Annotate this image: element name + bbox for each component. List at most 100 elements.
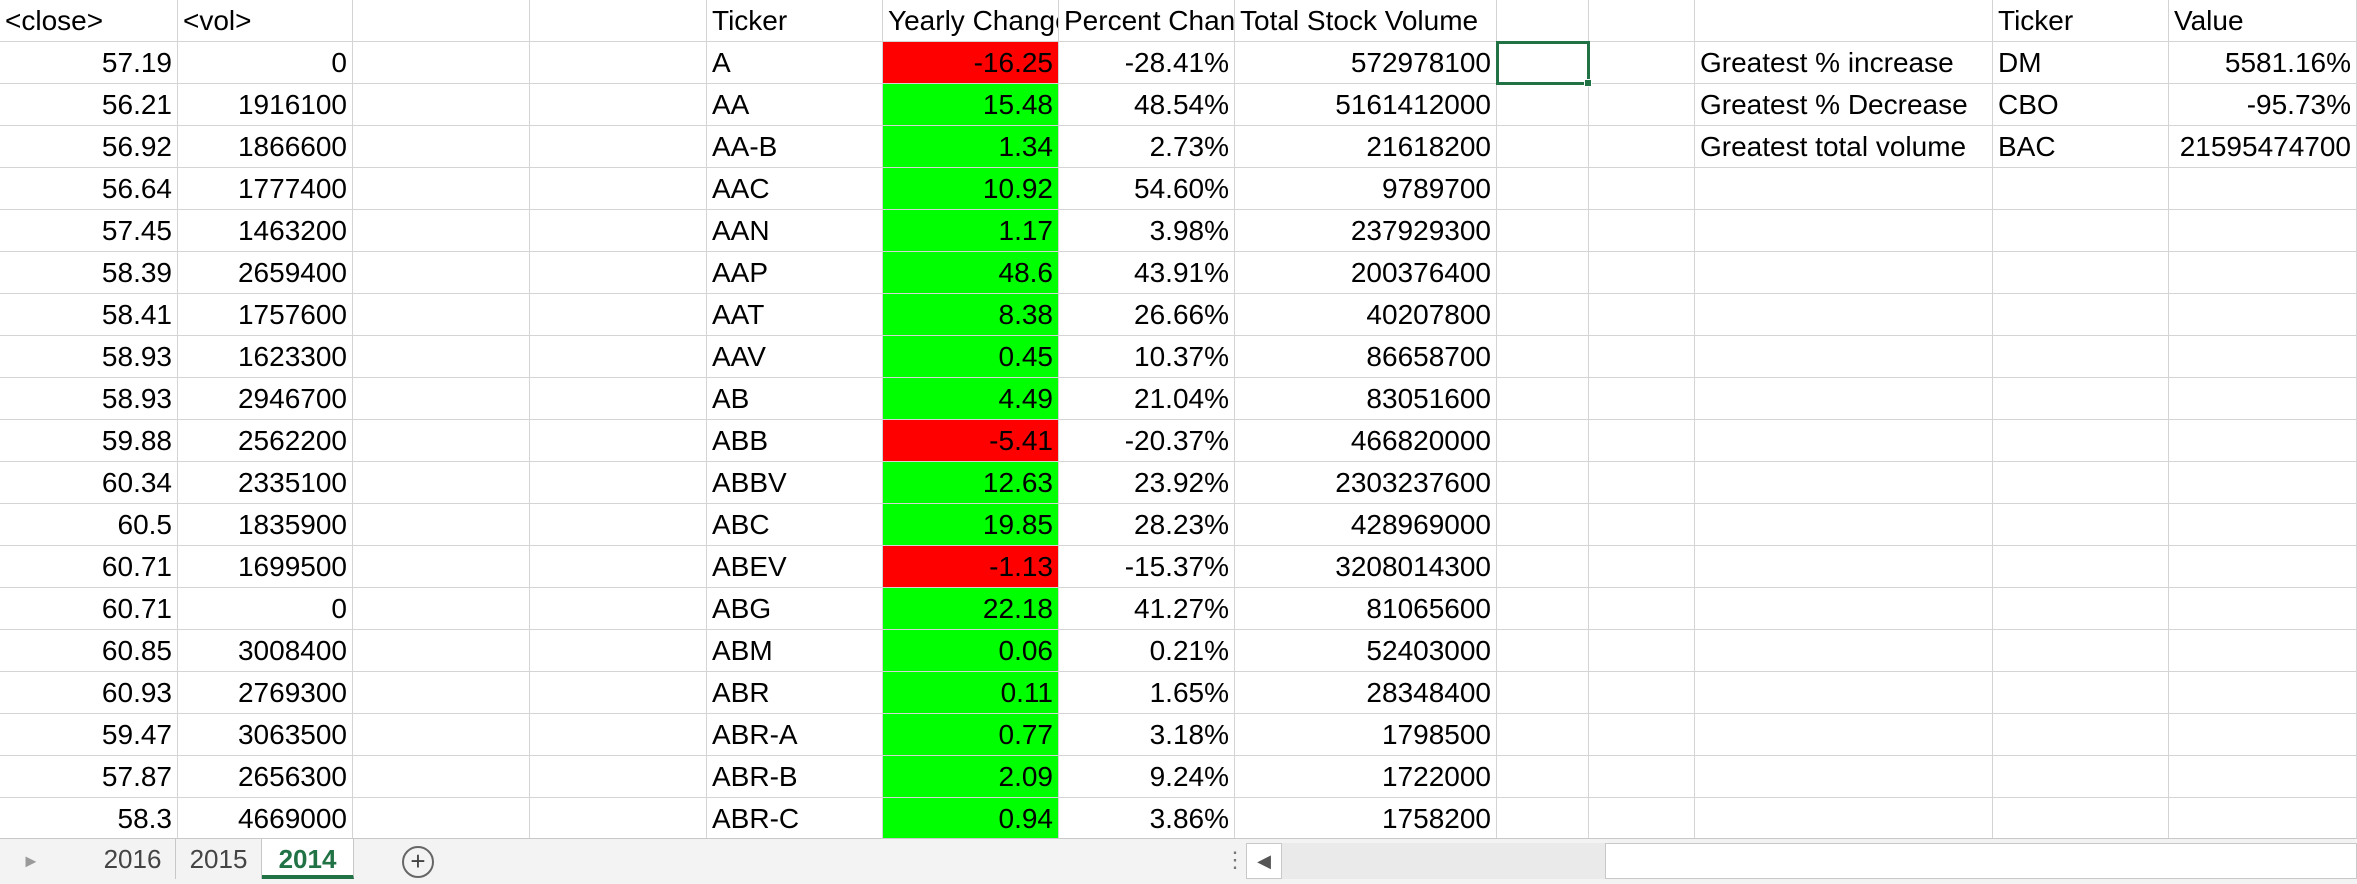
empty-cell[interactable]: [2169, 252, 2357, 294]
header-sticker[interactable]: Ticker: [1993, 0, 2169, 42]
empty-cell[interactable]: [1695, 798, 1993, 838]
close-cell[interactable]: 57.45: [0, 210, 178, 252]
pct-cell[interactable]: 3.86%: [1059, 798, 1235, 838]
empty-cell[interactable]: [1497, 756, 1589, 798]
header-svalue[interactable]: Value: [2169, 0, 2357, 42]
empty-cell[interactable]: [2169, 336, 2357, 378]
empty-cell[interactable]: [353, 126, 530, 168]
change-cell[interactable]: 0.06: [883, 630, 1059, 672]
ticker-cell[interactable]: ABR-A: [707, 714, 883, 756]
empty-cell[interactable]: [2169, 546, 2357, 588]
header-total[interactable]: Total Stock Volume: [1235, 0, 1497, 42]
vol-cell[interactable]: 2659400: [178, 252, 353, 294]
summary-ticker-cell[interactable]: CBO: [1993, 84, 2169, 126]
pct-cell[interactable]: 3.98%: [1059, 210, 1235, 252]
ticker-cell[interactable]: A: [707, 42, 883, 84]
close-cell[interactable]: 58.39: [0, 252, 178, 294]
empty-cell[interactable]: [1589, 462, 1695, 504]
total-cell[interactable]: 1798500: [1235, 714, 1497, 756]
ticker-cell[interactable]: AAN: [707, 210, 883, 252]
pct-cell[interactable]: 0.21%: [1059, 630, 1235, 672]
close-cell[interactable]: 60.34: [0, 462, 178, 504]
empty-cell[interactable]: [530, 84, 707, 126]
empty-cell[interactable]: [1695, 336, 1993, 378]
empty-cell[interactable]: [353, 504, 530, 546]
empty-cell[interactable]: [530, 42, 707, 84]
empty-cell[interactable]: [1993, 798, 2169, 838]
change-cell[interactable]: 48.6: [883, 252, 1059, 294]
summary-value-cell[interactable]: 21595474700: [2169, 126, 2357, 168]
change-cell[interactable]: 19.85: [883, 504, 1059, 546]
vol-cell[interactable]: 1916100: [178, 84, 353, 126]
total-cell[interactable]: 21618200: [1235, 126, 1497, 168]
empty-cell[interactable]: [530, 588, 707, 630]
change-cell[interactable]: -1.13: [883, 546, 1059, 588]
empty-cell[interactable]: [1695, 672, 1993, 714]
empty-cell[interactable]: [1589, 252, 1695, 294]
ticker-cell[interactable]: AAT: [707, 294, 883, 336]
empty-cell[interactable]: [1497, 714, 1589, 756]
empty-cell[interactable]: [1589, 378, 1695, 420]
empty-cell[interactable]: [530, 0, 707, 42]
close-cell[interactable]: 56.92: [0, 126, 178, 168]
ticker-cell[interactable]: AAC: [707, 168, 883, 210]
empty-cell[interactable]: [2169, 294, 2357, 336]
empty-cell[interactable]: [353, 546, 530, 588]
vol-cell[interactable]: 3008400: [178, 630, 353, 672]
pct-cell[interactable]: -28.41%: [1059, 42, 1235, 84]
empty-cell[interactable]: [353, 714, 530, 756]
empty-cell[interactable]: [1993, 630, 2169, 672]
total-cell[interactable]: 1722000: [1235, 756, 1497, 798]
close-cell[interactable]: 56.21: [0, 84, 178, 126]
total-cell[interactable]: 1758200: [1235, 798, 1497, 838]
empty-cell[interactable]: [1497, 336, 1589, 378]
empty-cell[interactable]: [1589, 336, 1695, 378]
vol-cell[interactable]: 1699500: [178, 546, 353, 588]
close-cell[interactable]: 59.47: [0, 714, 178, 756]
empty-cell[interactable]: [1589, 588, 1695, 630]
pct-cell[interactable]: 43.91%: [1059, 252, 1235, 294]
empty-cell[interactable]: [1695, 588, 1993, 630]
total-cell[interactable]: 572978100: [1235, 42, 1497, 84]
pct-cell[interactable]: -20.37%: [1059, 420, 1235, 462]
empty-cell[interactable]: [2169, 168, 2357, 210]
empty-cell[interactable]: [530, 126, 707, 168]
empty-cell[interactable]: [530, 336, 707, 378]
empty-cell[interactable]: [1589, 798, 1695, 838]
total-cell[interactable]: 428969000: [1235, 504, 1497, 546]
empty-cell[interactable]: [1589, 630, 1695, 672]
ticker-cell[interactable]: AAP: [707, 252, 883, 294]
vol-cell[interactable]: 2335100: [178, 462, 353, 504]
change-cell[interactable]: 1.34: [883, 126, 1059, 168]
empty-cell[interactable]: [530, 210, 707, 252]
empty-cell[interactable]: [2169, 798, 2357, 838]
empty-cell[interactable]: [2169, 672, 2357, 714]
pct-cell[interactable]: 21.04%: [1059, 378, 1235, 420]
empty-cell[interactable]: [1993, 336, 2169, 378]
empty-cell[interactable]: [1589, 420, 1695, 462]
empty-cell[interactable]: [530, 252, 707, 294]
change-cell[interactable]: 10.92: [883, 168, 1059, 210]
empty-cell[interactable]: [1695, 294, 1993, 336]
empty-cell[interactable]: [1589, 126, 1695, 168]
pct-cell[interactable]: 28.23%: [1059, 504, 1235, 546]
empty-cell[interactable]: [1589, 42, 1695, 84]
empty-cell[interactable]: [1695, 210, 1993, 252]
empty-cell[interactable]: [530, 714, 707, 756]
pct-cell[interactable]: 26.66%: [1059, 294, 1235, 336]
total-cell[interactable]: 86658700: [1235, 336, 1497, 378]
empty-cell[interactable]: [530, 294, 707, 336]
pct-cell[interactable]: 41.27%: [1059, 588, 1235, 630]
empty-cell[interactable]: [1993, 420, 2169, 462]
empty-cell[interactable]: [353, 378, 530, 420]
empty-cell[interactable]: [1497, 168, 1589, 210]
empty-cell[interactable]: [1993, 546, 2169, 588]
total-cell[interactable]: 237929300: [1235, 210, 1497, 252]
empty-cell[interactable]: [353, 798, 530, 838]
close-cell[interactable]: 60.5: [0, 504, 178, 546]
close-cell[interactable]: 60.93: [0, 672, 178, 714]
empty-cell[interactable]: [353, 672, 530, 714]
pct-cell[interactable]: 23.92%: [1059, 462, 1235, 504]
empty-cell[interactable]: [530, 504, 707, 546]
vol-cell[interactable]: 0: [178, 42, 353, 84]
